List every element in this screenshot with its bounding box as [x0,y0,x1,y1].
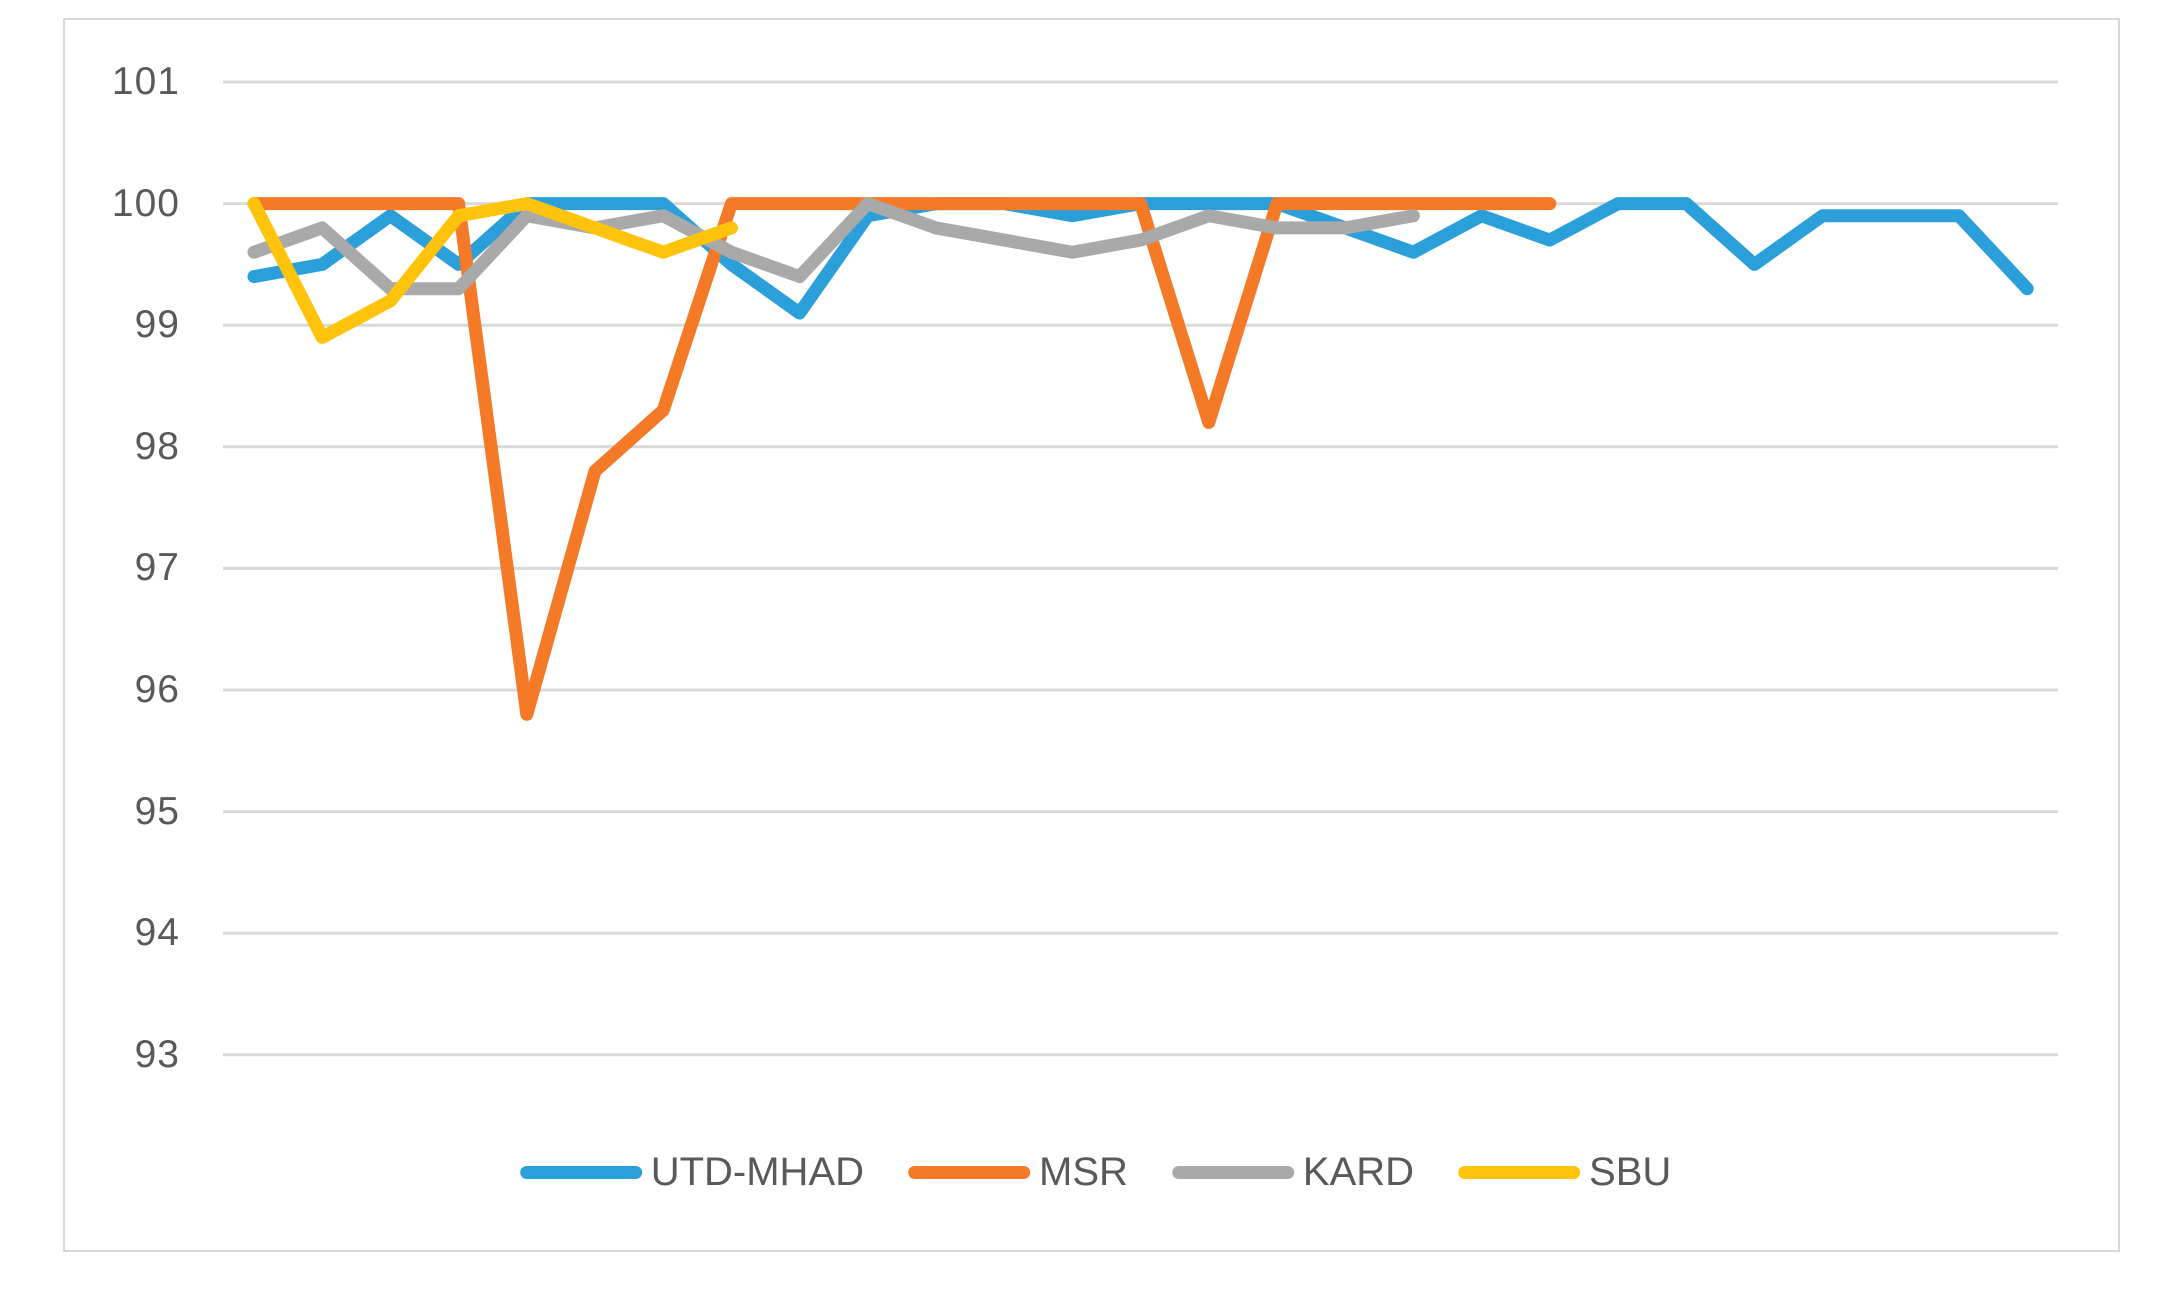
legend-item-kard: KARD [1171,1150,1415,1195]
legend: UTD-MHAD MSR KARD SBU [519,1150,1671,1195]
y-axis-label: 99 [134,303,180,347]
series-line-msr [247,197,1557,721]
series-lines [247,197,2034,721]
y-axis-label: 94 [134,911,180,955]
legend-label-sbu: SBU [1589,1150,1672,1194]
y-axis-label: 101 [111,60,180,103]
legend-item-utd-mhad: UTD-MHAD [519,1150,865,1195]
y-axis-label: 96 [134,668,180,711]
legend-label-msr: MSR [1039,1150,1128,1194]
y-axis-label: 100 [111,181,180,225]
series-line-kard [247,197,1420,296]
legend-swatch-sbu [1458,1166,1581,1179]
series-line-sbu [247,197,738,344]
legend-item-sbu: SBU [1458,1150,1671,1195]
y-axis-label: 97 [134,546,180,590]
legend-swatch-kard [1171,1166,1294,1179]
legend-swatch-msr [908,1166,1031,1179]
y-axis-label: 98 [134,424,180,468]
y-axis-label: 95 [134,789,180,833]
y-axis-label: 93 [134,1032,180,1076]
legend-item-msr: MSR [908,1150,1128,1195]
legend-swatch-utd-mhad [519,1166,642,1179]
legend-label-utd-mhad: UTD-MHAD [650,1150,865,1194]
legend-label-kard: KARD [1302,1150,1415,1194]
